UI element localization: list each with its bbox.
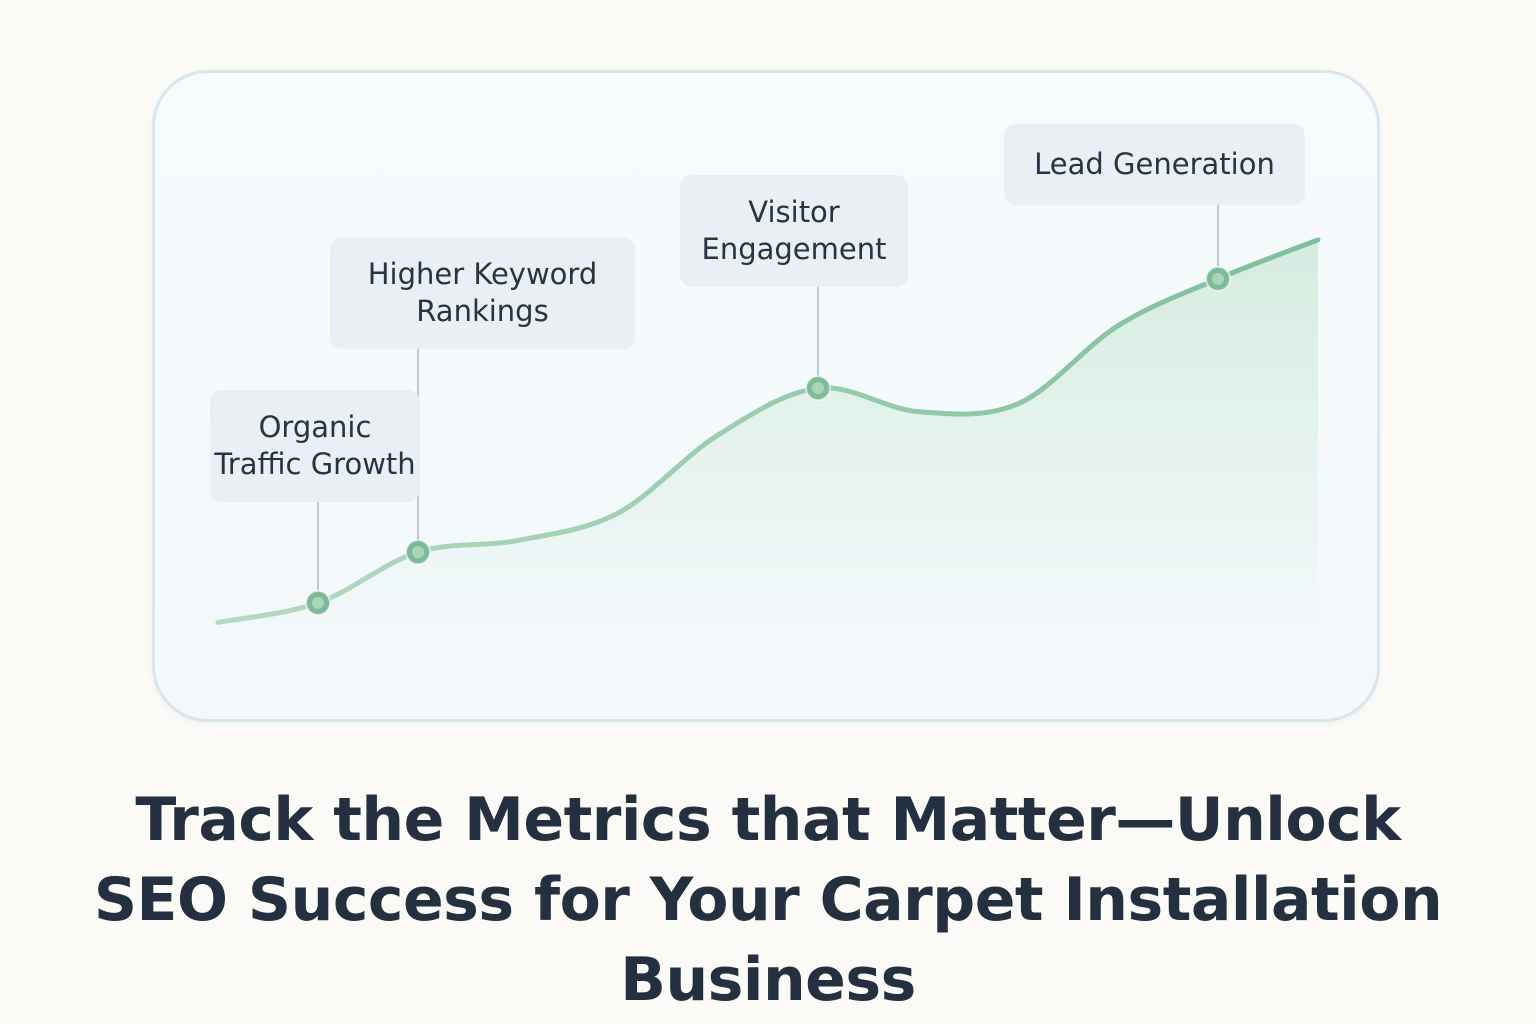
callout-lead-generation: Lead Generation [1004, 124, 1305, 205]
milestone-point-core [1212, 272, 1224, 285]
milestone-point-core [312, 596, 324, 609]
callout-visitor-engagement: Visitor Engagement [680, 175, 908, 287]
callout-line: Visitor [748, 195, 840, 229]
callout-line: Higher Keyword [367, 257, 598, 291]
callout-higher-keyword-rankings: Higher Keyword Rankings [330, 237, 635, 349]
headline-line: Track the Metrics that Matter—Unlock [135, 785, 1401, 855]
callout-line: Organic [258, 410, 372, 444]
callout-organic-traffic-growth: Organic Traffic Growth [210, 390, 420, 502]
headline-line: Business [620, 945, 916, 1015]
headline: Track the Metrics that Matter—Unlock SEO… [0, 780, 1536, 1020]
callout-line: Engagement [701, 232, 887, 266]
callout-line: Lead Generation [1034, 147, 1275, 181]
callout-line: Rankings [416, 294, 549, 328]
headline-line: SEO Success for Your Carpet Installation [93, 865, 1443, 935]
milestone-point-core [412, 546, 424, 559]
milestone-point-core [812, 382, 824, 395]
callout-line: Traffic Growth [214, 447, 416, 481]
area-fill [218, 239, 1318, 639]
